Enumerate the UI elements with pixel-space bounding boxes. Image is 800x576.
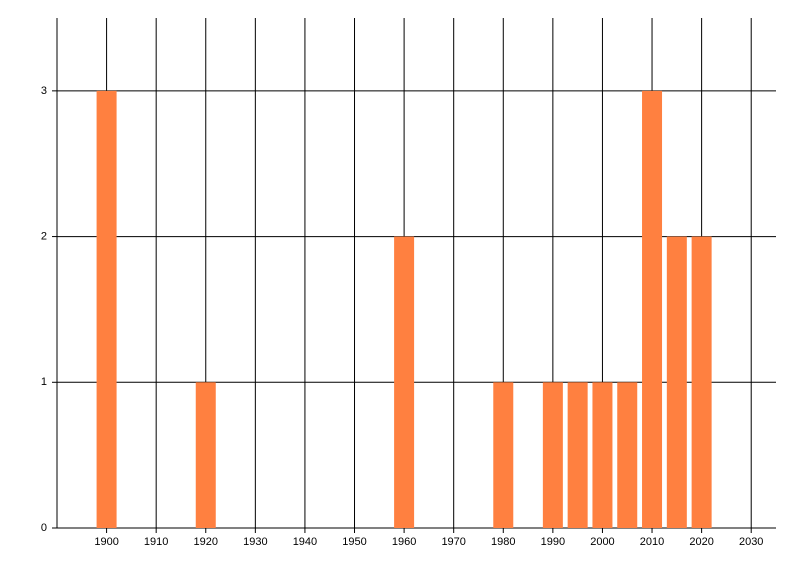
- bar: [592, 382, 613, 528]
- bar: [542, 382, 563, 528]
- bar: [195, 382, 216, 528]
- bar: [642, 90, 663, 528]
- x-tick-label: 1970: [441, 536, 465, 548]
- bar: [394, 236, 415, 529]
- x-tick-label: 1960: [392, 536, 416, 548]
- y-tick-label: 0: [41, 522, 47, 534]
- x-tick-label: 1950: [342, 536, 366, 548]
- bar: [493, 382, 514, 528]
- x-tick-label: 1940: [293, 536, 317, 548]
- x-tick-label: 2010: [640, 536, 664, 548]
- x-tick-label: 1980: [491, 536, 515, 548]
- y-tick-label: 2: [41, 230, 47, 242]
- x-tick-label: 1930: [243, 536, 267, 548]
- x-tick-label: 2030: [739, 536, 763, 548]
- x-tick-label: 1920: [194, 536, 218, 548]
- x-tick-label: 2020: [689, 536, 713, 548]
- bar: [567, 382, 588, 528]
- bar: [617, 382, 638, 528]
- x-tick-label: 1990: [541, 536, 565, 548]
- y-tick-label: 1: [41, 376, 47, 388]
- bar: [666, 236, 687, 529]
- x-tick-label: 1900: [94, 536, 118, 548]
- x-tick-label: 1910: [144, 536, 168, 548]
- bar: [96, 90, 117, 528]
- y-tick-label: 3: [41, 85, 47, 97]
- x-tick-label: 2000: [590, 536, 614, 548]
- bar: [691, 236, 712, 529]
